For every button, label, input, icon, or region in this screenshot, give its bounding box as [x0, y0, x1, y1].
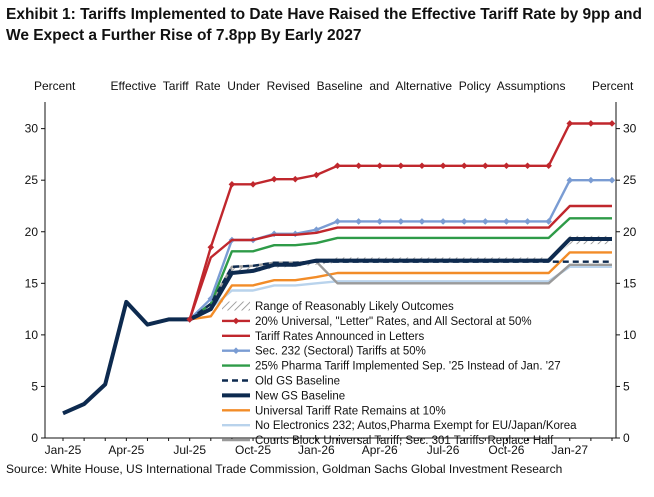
legend-label-7: Universal Tariff Rate Remains at 10%	[255, 405, 446, 417]
series-0-point	[313, 171, 320, 179]
series-line-7	[189, 265, 612, 321]
exhibit-title: Exhibit 1: Tariffs Implemented to Date H…	[6, 6, 642, 44]
series-2-point	[460, 218, 468, 225]
y-tick-label-right: 0	[623, 431, 630, 445]
legend-label-0: Range of Reasonably Likely Outcomes	[255, 301, 454, 313]
legend-label-5: Old GS Baseline	[255, 376, 340, 388]
legend-label-4: 25% Pharma Tariff Implemented Sep. '25 I…	[255, 361, 561, 373]
y-tick-label-left: 15	[25, 276, 39, 290]
x-tick-label: Oct-26	[488, 443, 524, 457]
x-tick-label: Jul-25	[173, 443, 206, 457]
series-2-point	[207, 295, 215, 303]
left-axis-unit: Percent	[34, 79, 76, 93]
y-tick-label-left: 10	[25, 328, 39, 342]
series-0-point	[228, 181, 236, 188]
legend-label-3: Sec. 232 (Sectoral) Tariffs at 50%	[255, 346, 426, 358]
series-2-point	[587, 176, 595, 184]
y-tick-label-left: 20	[25, 225, 39, 239]
series-2-point	[355, 218, 362, 225]
series-2-point	[566, 176, 574, 184]
series-0-point	[482, 162, 489, 170]
x-tick-label: Apr-26	[362, 443, 398, 457]
y-tick-label-right: 10	[623, 328, 637, 342]
series-0-point	[587, 120, 595, 127]
series-0-point	[291, 175, 299, 183]
series-2-point	[503, 218, 510, 225]
series-0-point	[608, 120, 616, 127]
legend-swatch-range-band	[222, 301, 250, 311]
y-tick-label-right: 30	[623, 122, 637, 136]
y-tick-label-right: 20	[623, 225, 637, 239]
series-0-point	[524, 162, 531, 170]
legend-label-1: 20% Universal, "Letter" Rates, and All S…	[255, 316, 532, 328]
series-0-point	[439, 162, 447, 170]
series-2-point	[397, 218, 405, 225]
series-2-point	[439, 218, 447, 225]
source-note: Source: White House, US International Tr…	[6, 462, 563, 476]
series-0-point	[503, 162, 510, 170]
series-0-point	[397, 162, 405, 170]
series-0-point	[545, 162, 552, 170]
right-axis-unit: Percent	[592, 79, 634, 93]
y-tick-label-left: 0	[31, 431, 38, 445]
y-tick-label-left: 30	[25, 122, 39, 136]
x-tick-label: Jul-26	[427, 443, 460, 457]
series-0-point	[355, 162, 362, 170]
series-0-point	[207, 243, 215, 251]
x-tick-label: Jan-27	[551, 443, 588, 457]
series-2-point	[482, 218, 489, 225]
x-tick-label: Apr-25	[108, 443, 144, 457]
series-0-point	[418, 162, 426, 170]
y-tick-label-left: 5	[31, 379, 38, 393]
series-line-3	[188, 217, 612, 321]
chart-subtitle: Effective Tariff Rate Under Revised Base…	[111, 79, 566, 93]
series-0-point	[460, 162, 468, 170]
series-2-point	[376, 218, 384, 225]
x-tick-label: Jan-26	[298, 443, 335, 457]
x-tick-label: Jan-25	[45, 443, 82, 457]
series-line-2	[188, 179, 612, 321]
y-tick-label-right: 25	[623, 173, 637, 187]
legend-label-8: No Electronics 232; Autos,Pharma Exempt …	[255, 420, 577, 432]
legend-label-9: Courts Block Universal Tariff, Sec. 301 …	[255, 435, 554, 447]
series-2-point	[334, 218, 341, 225]
y-tick-label-left: 25	[25, 173, 39, 187]
series-2-point	[608, 176, 616, 184]
legend-marker-3	[232, 347, 240, 354]
legend-label-2: Tariff Rates Announced in Letters	[255, 331, 424, 343]
series-line-6	[189, 251, 612, 321]
series-line-1	[188, 204, 612, 320]
series-line-8	[188, 260, 612, 321]
series-0-point	[566, 120, 574, 127]
series-0-point	[249, 181, 257, 188]
series-2-point	[545, 218, 552, 225]
y-tick-label-right: 15	[623, 276, 637, 290]
series-2-point	[418, 218, 426, 225]
y-tick-label-right: 5	[623, 379, 630, 393]
legend-marker-1	[232, 317, 240, 325]
x-tick-label: Oct-25	[235, 443, 271, 457]
series-0-point	[334, 162, 341, 170]
series-line-5	[62, 237, 612, 416]
series-0-point	[270, 175, 278, 183]
series-0-point	[186, 316, 193, 323]
legend-label-6: New GS Baseline	[255, 390, 345, 402]
series-2-point	[524, 218, 531, 225]
series-0-point	[376, 162, 384, 170]
